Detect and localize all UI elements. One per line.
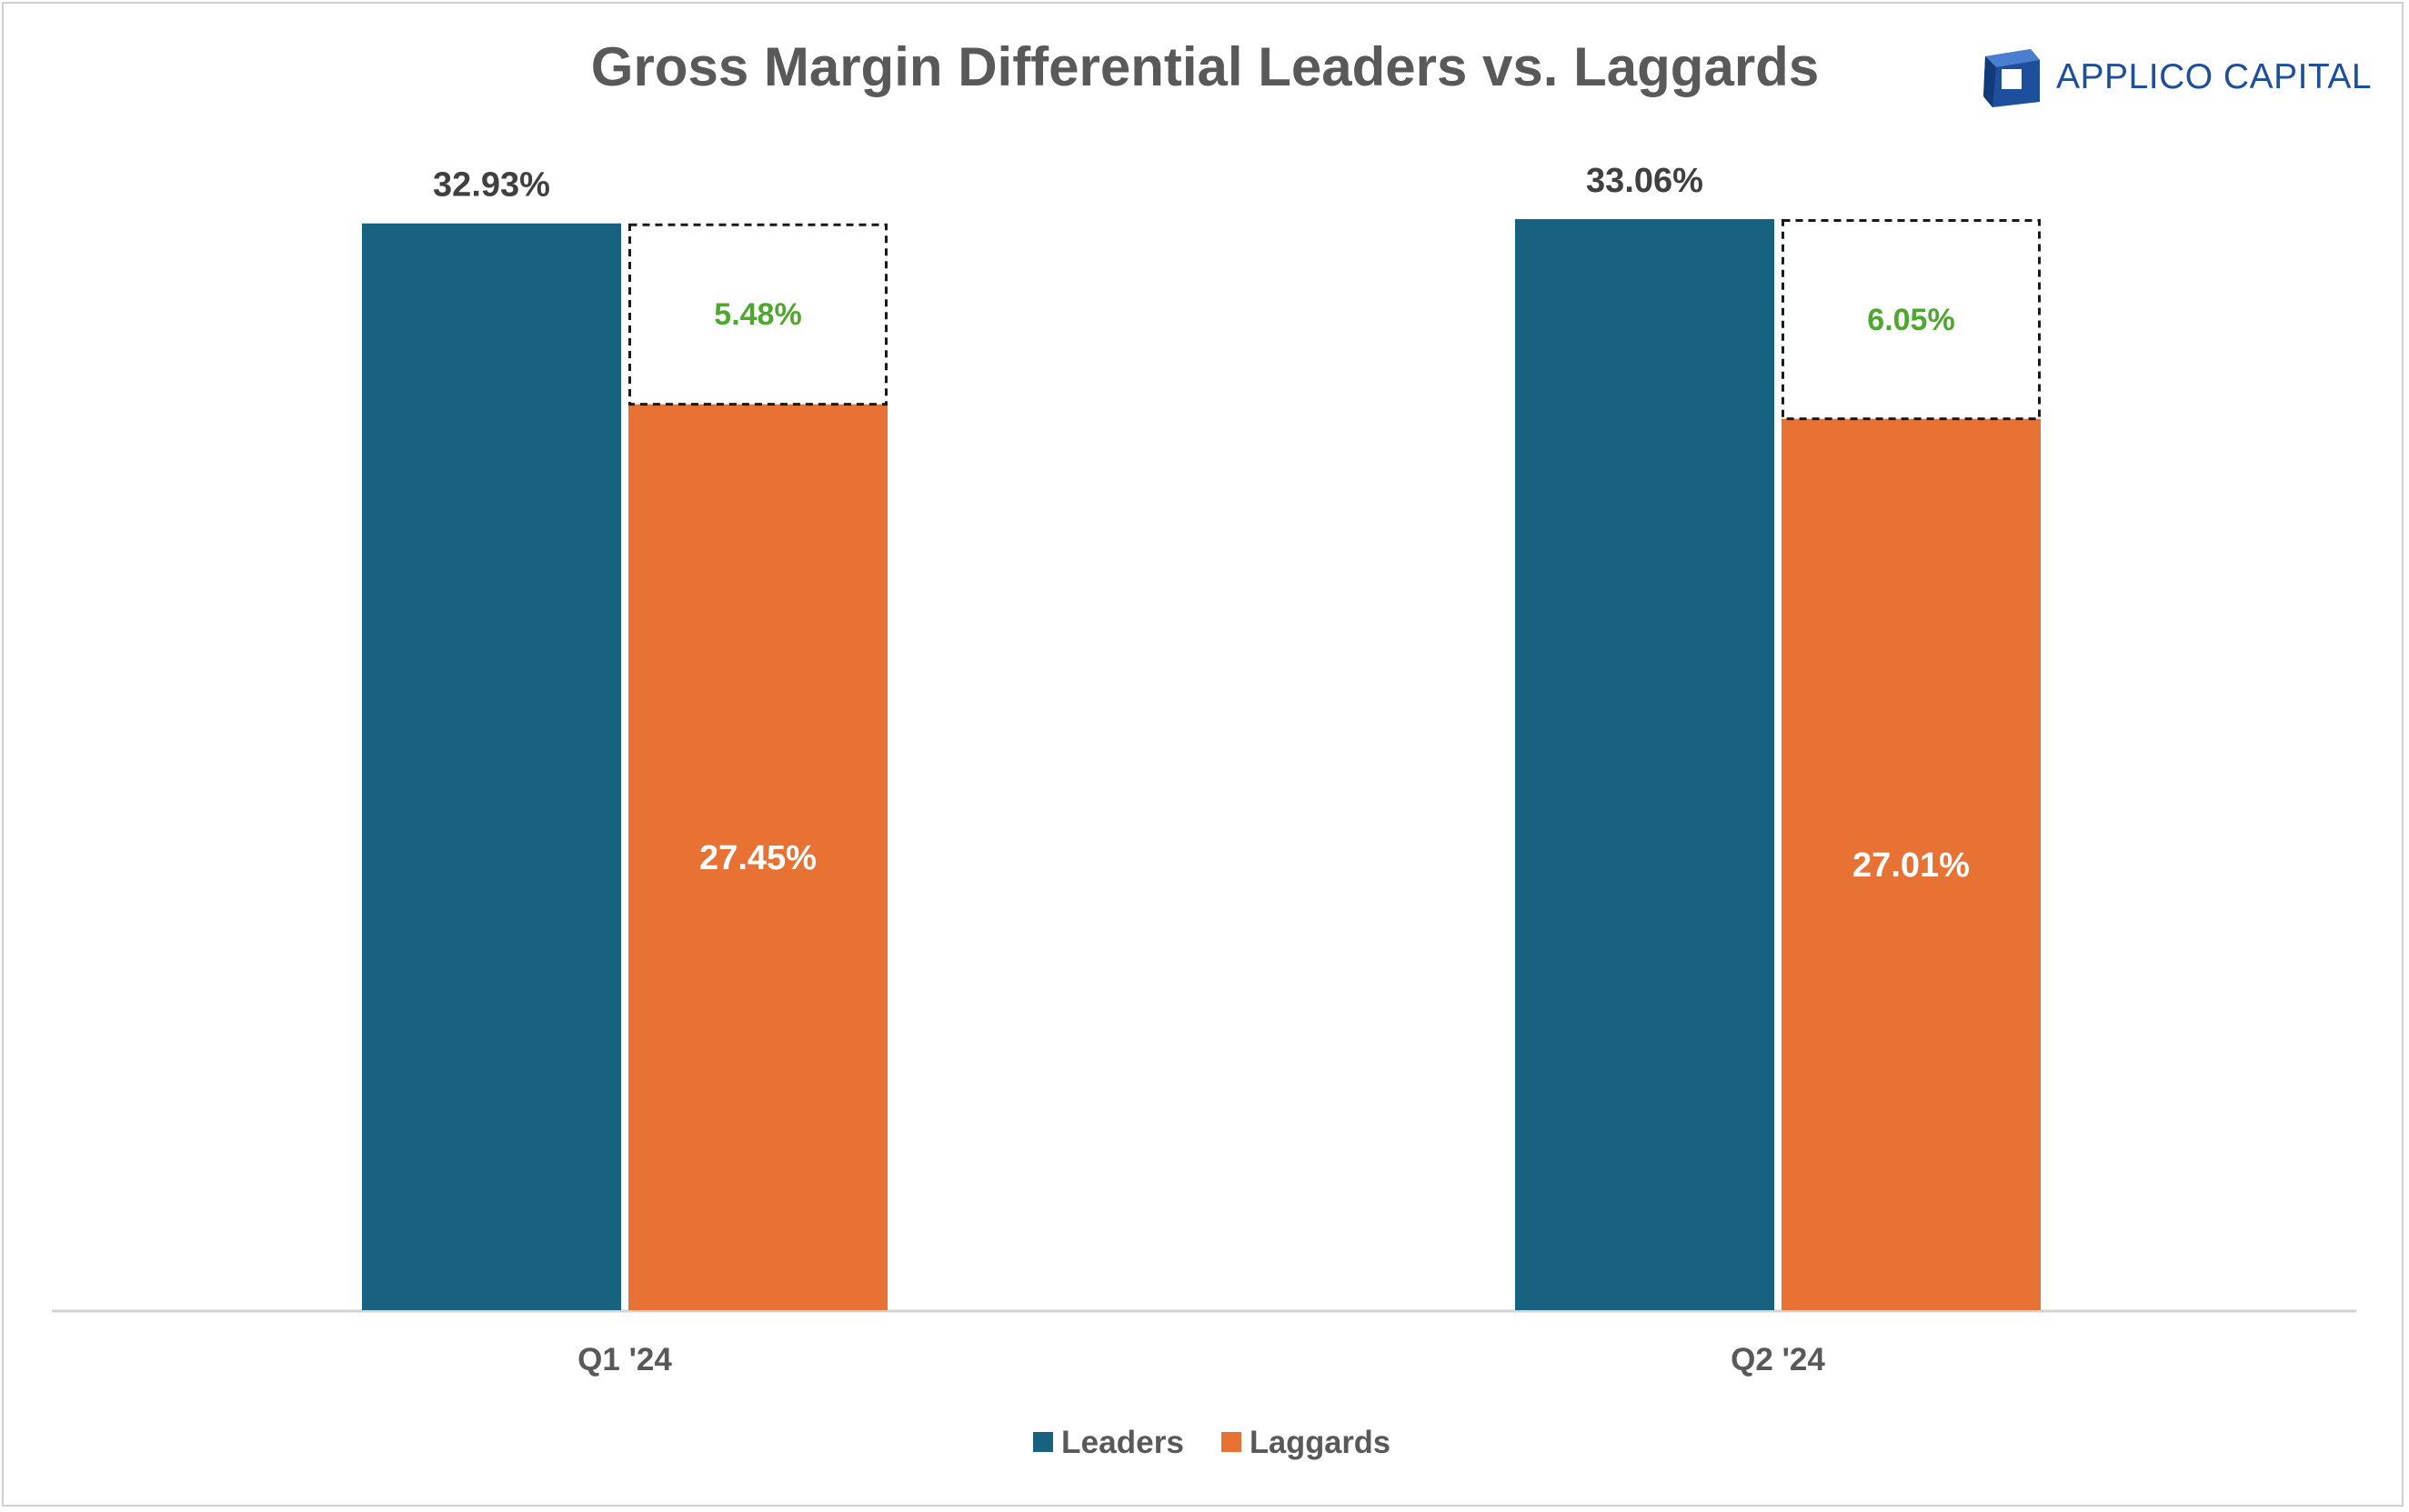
bar-leaders: [1515, 219, 1774, 1310]
legend-swatch: [1221, 1432, 1241, 1452]
x-tick-label: Q2 '24: [1731, 1342, 1825, 1377]
legend-swatch: [1033, 1432, 1053, 1452]
labels-layer: 32.93% 27.45% 5.48% Q1 '24 33.06% 27.01% 6.05%…: [433, 162, 1970, 1377]
legend-label: Leaders: [1061, 1425, 1184, 1460]
differential-box: [1782, 219, 2041, 421]
legend: Leaders Laggards: [1033, 1425, 1390, 1460]
applico-cube-icon: [1983, 49, 2040, 107]
bar-leaders: [362, 223, 621, 1310]
bars-layer: [362, 219, 2041, 1311]
bar-laggards: [1782, 418, 2041, 1311]
data-label-laggards: 27.01%: [1852, 846, 1970, 885]
data-label-laggards: 27.45%: [699, 839, 817, 877]
data-label-leaders: 33.06%: [1586, 162, 1703, 200]
data-label-differential: 5.48%: [714, 297, 801, 332]
logo-text: APPLICO CAPITAL: [2056, 57, 2373, 96]
data-label-leaders: 32.93%: [433, 166, 550, 205]
bar-laggards: [628, 404, 888, 1310]
chart-title: Gross Margin Differential Leaders vs. La…: [591, 36, 1819, 97]
brand-logo: APPLICO CAPITAL: [1980, 42, 2372, 113]
legend-label: Laggards: [1250, 1425, 1390, 1460]
data-label-differential: 6.05%: [1867, 303, 1954, 337]
differential-box: [628, 223, 888, 406]
x-tick-label: Q1 '24: [577, 1342, 672, 1377]
